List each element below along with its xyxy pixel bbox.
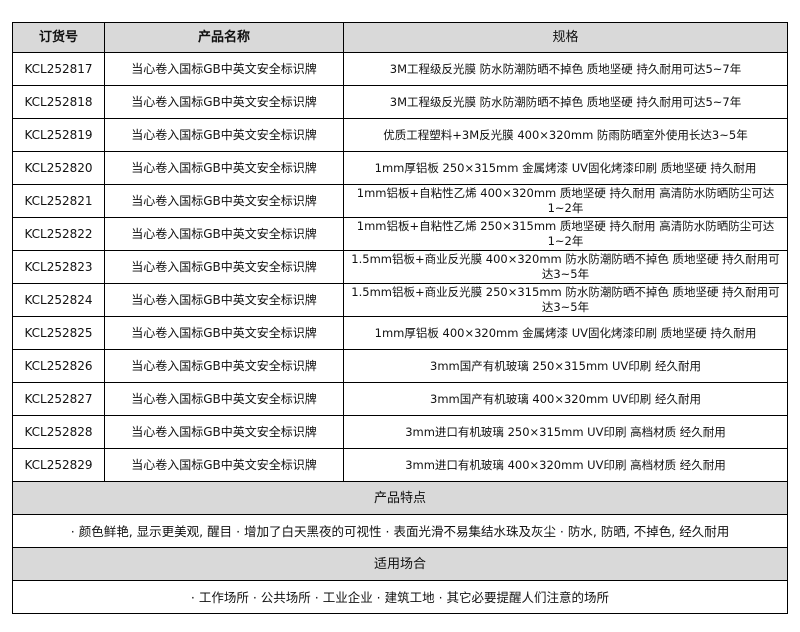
order-no-cell: KCL252817 [12, 52, 105, 86]
product-name-cell: 当心卷入国标GB中英文安全标识牌 [104, 283, 344, 317]
table-row: KCL252826 当心卷入国标GB中英文安全标识牌 3mm国产有机玻璃 250×3… [12, 349, 788, 383]
features-row: · 颜色鲜艳, 显示更美观, 醒目 · 增加了白天黑夜的可视性 · 表面光滑不易… [12, 514, 788, 548]
spec-cell: 3mm进口有机玻璃 400×320mm UV印刷 高档材质 经久耐用 [343, 448, 788, 482]
header-order-no: 订货号 [12, 22, 105, 53]
order-no-cell: KCL252824 [12, 283, 105, 317]
spec-cell: 3M工程级反光膜 防水防潮防晒不掉色 质地坚硬 持久耐用可达5~7年 [343, 52, 788, 86]
table-row: KCL252819 当心卷入国标GB中英文安全标识牌 优质工程塑料+3M反光膜 40… [12, 118, 788, 152]
product-name-cell: 当心卷入国标GB中英文安全标识牌 [104, 184, 344, 218]
product-spec-table: 订货号 产品名称 规格 KCL252817 当心卷入国标GB中英文安全标识牌 3M工… [12, 22, 788, 614]
product-name-cell: 当心卷入国标GB中英文安全标识牌 [104, 52, 344, 86]
header-spec: 规格 [343, 22, 788, 53]
features-title: 产品特点 [12, 481, 788, 515]
product-name-cell: 当心卷入国标GB中英文安全标识牌 [104, 415, 344, 449]
product-name-cell: 当心卷入国标GB中英文安全标识牌 [104, 217, 344, 251]
order-no-cell: KCL252825 [12, 316, 105, 350]
table-row: KCL252822 当心卷入国标GB中英文安全标识牌 1mm铝板+自粘性乙烯 250… [12, 217, 788, 251]
header-row: 订货号 产品名称 规格 [12, 22, 788, 53]
spec-cell: 1.5mm铝板+商业反光膜 250×315mm 防水防潮防晒不掉色 质地坚硬 持… [343, 283, 788, 317]
spec-cell: 3mm国产有机玻璃 400×320mm UV印刷 经久耐用 [343, 382, 788, 416]
features-text: · 颜色鲜艳, 显示更美观, 醒目 · 增加了白天黑夜的可视性 · 表面光滑不易… [12, 514, 788, 548]
product-name-cell: 当心卷入国标GB中英文安全标识牌 [104, 151, 344, 185]
order-no-cell: KCL252821 [12, 184, 105, 218]
order-no-cell: KCL252818 [12, 85, 105, 119]
spec-cell: 3M工程级反光膜 防水防潮防晒不掉色 质地坚硬 持久耐用可达5~7年 [343, 85, 788, 119]
applications-text: · 工作场所 · 公共场所 · 工业企业 · 建筑工地 · 其它必要提醒人们注意… [12, 580, 788, 614]
spec-cell: 3mm进口有机玻璃 250×315mm UV印刷 高档材质 经久耐用 [343, 415, 788, 449]
table-row: KCL252824 当心卷入国标GB中英文安全标识牌 1.5mm铝板+商业反光膜 2… [12, 283, 788, 317]
order-no-cell: KCL252829 [12, 448, 105, 482]
table-row: KCL252829 当心卷入国标GB中英文安全标识牌 3mm进口有机玻璃 400×3… [12, 448, 788, 482]
order-no-cell: KCL252822 [12, 217, 105, 251]
spec-cell: 1mm铝板+自粘性乙烯 250×315mm 质地坚硬 持久耐用 高清防水防晒防尘… [343, 217, 788, 251]
table-row: KCL252818 当心卷入国标GB中英文安全标识牌 3M工程级反光膜 防水防潮防晒… [12, 85, 788, 119]
table-row: KCL252820 当心卷入国标GB中英文安全标识牌 1mm厚铝板 250×315m… [12, 151, 788, 185]
table-row: KCL252817 当心卷入国标GB中英文安全标识牌 3M工程级反光膜 防水防潮防晒… [12, 52, 788, 86]
table-row: KCL252827 当心卷入国标GB中英文安全标识牌 3mm国产有机玻璃 400×3… [12, 382, 788, 416]
order-no-cell: KCL252828 [12, 415, 105, 449]
table-row: KCL252821 当心卷入国标GB中英文安全标识牌 1mm铝板+自粘性乙烯 400… [12, 184, 788, 218]
header-product-name: 产品名称 [104, 22, 344, 53]
product-name-cell: 当心卷入国标GB中英文安全标识牌 [104, 316, 344, 350]
order-no-cell: KCL252826 [12, 349, 105, 383]
order-no-cell: KCL252820 [12, 151, 105, 185]
order-no-cell: KCL252819 [12, 118, 105, 152]
product-name-cell: 当心卷入国标GB中英文安全标识牌 [104, 118, 344, 152]
spec-cell: 优质工程塑料+3M反光膜 400×320mm 防雨防晒室外使用长达3~5年 [343, 118, 788, 152]
applications-title: 适用场合 [12, 547, 788, 581]
features-title-row: 产品特点 [12, 481, 788, 515]
product-name-cell: 当心卷入国标GB中英文安全标识牌 [104, 250, 344, 284]
product-name-cell: 当心卷入国标GB中英文安全标识牌 [104, 448, 344, 482]
table-row: KCL252828 当心卷入国标GB中英文安全标识牌 3mm进口有机玻璃 250×3… [12, 415, 788, 449]
spec-cell: 1.5mm铝板+商业反光膜 400×320mm 防水防潮防晒不掉色 质地坚硬 持… [343, 250, 788, 284]
order-no-cell: KCL252827 [12, 382, 105, 416]
table-row: KCL252823 当心卷入国标GB中英文安全标识牌 1.5mm铝板+商业反光膜 4… [12, 250, 788, 284]
order-no-cell: KCL252823 [12, 250, 105, 284]
spec-cell: 1mm厚铝板 400×320mm 金属烤漆 UV固化烤漆印刷 质地坚硬 持久耐用 [343, 316, 788, 350]
table-row: KCL252825 当心卷入国标GB中英文安全标识牌 1mm厚铝板 400×320m… [12, 316, 788, 350]
product-name-cell: 当心卷入国标GB中英文安全标识牌 [104, 85, 344, 119]
spec-cell: 3mm国产有机玻璃 250×315mm UV印刷 经久耐用 [343, 349, 788, 383]
product-name-cell: 当心卷入国标GB中英文安全标识牌 [104, 382, 344, 416]
spec-cell: 1mm铝板+自粘性乙烯 400×320mm 质地坚硬 持久耐用 高清防水防晒防尘… [343, 184, 788, 218]
product-name-cell: 当心卷入国标GB中英文安全标识牌 [104, 349, 344, 383]
applications-row: · 工作场所 · 公共场所 · 工业企业 · 建筑工地 · 其它必要提醒人们注意… [12, 580, 788, 614]
spec-cell: 1mm厚铝板 250×315mm 金属烤漆 UV固化烤漆印刷 质地坚硬 持久耐用 [343, 151, 788, 185]
applications-title-row: 适用场合 [12, 547, 788, 581]
